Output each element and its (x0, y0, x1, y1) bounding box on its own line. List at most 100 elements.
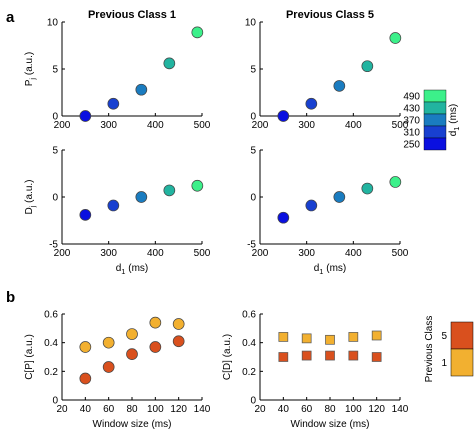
x-tick-label: 120 (170, 404, 187, 415)
y-tick-label: 0.4 (44, 338, 58, 349)
colorbar-d1-label-main: d (448, 131, 459, 137)
y-tick-label: 0 (250, 396, 256, 407)
chart-b-CP: 20 40 60 80 100 120 140 0 0.2 0.4 0.6 C[P] (a.u.) Wi… (24, 310, 211, 431)
colorbar-d1-label: d1 (ms) (448, 104, 461, 137)
x-axis-label-unit: (ms) (323, 263, 346, 274)
y-axis-label-unit: (a.u.) (24, 52, 35, 78)
data-point (325, 334, 335, 345)
x-tick-label: 60 (301, 404, 313, 415)
y-axis-label-sub: j (28, 78, 37, 81)
colorbar-d1-tick: 310 (403, 128, 420, 139)
x-tick-label: 400 (147, 120, 164, 131)
colorbar-d1-swatch (423, 89, 447, 103)
x-tick-label: 300 (100, 248, 117, 259)
data-point (348, 332, 359, 342)
colorbar-class-label: Previous Class (424, 316, 435, 383)
colorbar-d1-swatch (423, 137, 447, 151)
y-axis-label-sub: j (28, 205, 37, 208)
y-axis-label: C[D] (a.u.) (222, 334, 233, 380)
x-axis-label: d1 (ms) (314, 263, 347, 276)
y-tick-label: 0 (52, 112, 58, 123)
x-tick-label: 20 (56, 404, 68, 415)
data-point (277, 110, 290, 122)
data-point (191, 179, 204, 192)
x-tick-label: 80 (324, 404, 336, 415)
data-point (102, 336, 115, 349)
x-tick-label: 100 (345, 404, 362, 415)
colorbar-class-swatch (450, 348, 474, 377)
data-point (389, 32, 402, 44)
y-tick-label: 5 (52, 65, 58, 76)
y-axis-label-main: P (24, 79, 35, 86)
colorbar-d1-swatch (423, 101, 447, 115)
colorbar-class-swatch (450, 321, 474, 350)
y-axis-label: Dj (a.u.) (24, 179, 37, 214)
colorbar-d1-swatch (423, 113, 447, 127)
panel-label-b: b (6, 289, 15, 306)
colorbar-previous-class: 5 1 Previous Class (424, 316, 474, 383)
x-axis-label-main: d (314, 263, 320, 274)
x-tick-label: 140 (194, 404, 211, 415)
y-tick-label: 0.2 (44, 367, 58, 378)
x-tick-label: 300 (298, 120, 315, 131)
data-point (361, 182, 374, 195)
x-tick-label: 100 (147, 404, 164, 415)
colorbar-d1-tick: 490 (403, 92, 420, 103)
data-point (135, 83, 148, 96)
data-point (149, 316, 162, 329)
colorbar-d1-label-sub: 1 (452, 127, 461, 131)
x-tick-label: 400 (345, 120, 362, 131)
x-tick-label: 500 (194, 248, 211, 259)
data-point (371, 330, 382, 341)
data-point (172, 335, 185, 348)
data-point (301, 333, 312, 344)
chart-a-P-class1: 200 300 400 500 0 5 10 Previous Class 1 Pj (a.u.… (24, 9, 211, 131)
y-tick-label: 5 (250, 65, 256, 76)
x-axis-label-unit: (ms) (125, 263, 148, 274)
x-tick-label: 200 (54, 120, 71, 131)
data-point (333, 80, 346, 92)
x-tick-label: 200 (252, 120, 269, 131)
x-tick-label: 300 (100, 120, 117, 131)
y-tick-label: 0 (250, 193, 256, 204)
data-point (126, 328, 138, 340)
x-tick-label: 80 (126, 404, 138, 415)
chart-title: Previous Class 1 (88, 9, 176, 21)
y-tick-label: 0 (52, 193, 58, 204)
x-tick-label: 500 (392, 120, 409, 131)
y-tick-label: 5 (250, 146, 256, 157)
data-point (102, 361, 115, 373)
data-point (135, 191, 148, 203)
y-axis-label: Pj (a.u.) (24, 52, 37, 86)
chart-a-D-class1: 200 300 400 500 -5 0 5 Dj (a.u.) d1 (ms) (24, 146, 211, 277)
y-tick-label: 10 (47, 18, 59, 29)
x-tick-label: 120 (368, 404, 385, 415)
x-tick-label: 40 (80, 404, 92, 415)
x-tick-label: 200 (54, 248, 71, 259)
x-tick-label: 200 (252, 248, 269, 259)
y-tick-label: -5 (49, 240, 58, 251)
data-point (333, 191, 346, 203)
y-tick-label: 10 (245, 18, 257, 29)
data-point (126, 348, 138, 360)
x-axis-label-sub: 1 (319, 267, 323, 276)
y-tick-label: 0.2 (242, 367, 256, 378)
data-point (278, 352, 289, 362)
colorbar-d1-tick: 250 (403, 140, 420, 151)
data-point (348, 350, 359, 361)
y-tick-label: 0 (52, 396, 58, 407)
y-tick-label: 5 (52, 146, 58, 157)
data-point (301, 350, 312, 361)
data-point (79, 209, 92, 221)
x-tick-label: 400 (147, 248, 164, 259)
x-axis-label: Window size (ms) (93, 419, 172, 430)
y-tick-label: 0.6 (242, 310, 256, 321)
x-axis-label: d1 (ms) (116, 263, 149, 276)
data-point (305, 199, 318, 212)
data-point (172, 318, 185, 330)
data-point (277, 211, 290, 224)
data-point (163, 184, 176, 197)
x-tick-label: 300 (298, 248, 315, 259)
